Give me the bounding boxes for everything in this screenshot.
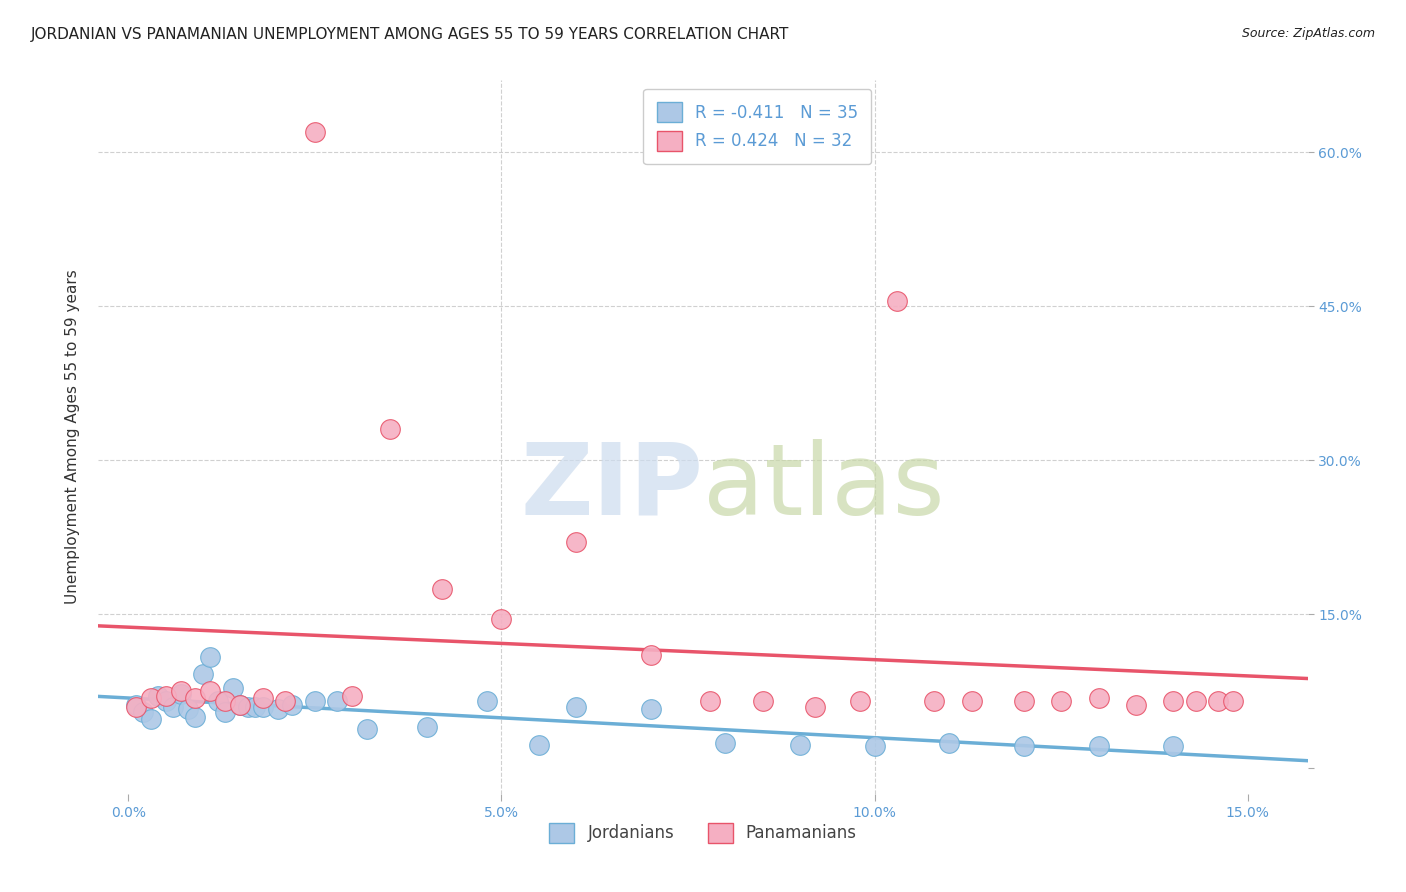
Point — [169, 687, 191, 701]
Point — [191, 666, 214, 681]
Point — [924, 694, 946, 708]
Point — [252, 699, 274, 714]
Point — [789, 738, 811, 752]
Point — [848, 694, 870, 708]
Point — [207, 694, 229, 708]
Text: atlas: atlas — [703, 439, 945, 535]
Point — [222, 681, 245, 695]
Point — [304, 125, 326, 139]
Point — [155, 694, 177, 708]
Point — [714, 735, 737, 749]
Point — [229, 698, 252, 712]
Point — [1161, 739, 1184, 753]
Legend: Jordanians, Panamanians: Jordanians, Panamanians — [543, 816, 863, 850]
Point — [236, 699, 259, 714]
Point — [938, 735, 960, 749]
Point — [1087, 739, 1109, 753]
Point — [1206, 694, 1229, 708]
Point — [281, 698, 304, 712]
Point — [139, 712, 162, 726]
Point — [699, 694, 721, 708]
Point — [1087, 691, 1109, 706]
Text: Source: ZipAtlas.com: Source: ZipAtlas.com — [1241, 27, 1375, 40]
Point — [1012, 739, 1035, 753]
Point — [1012, 694, 1035, 708]
Point — [416, 720, 439, 734]
Point — [200, 650, 222, 665]
Point — [640, 701, 662, 715]
Point — [162, 699, 184, 714]
Point — [1184, 694, 1206, 708]
Point — [274, 694, 297, 708]
Point — [491, 612, 513, 626]
Point — [340, 690, 363, 704]
Y-axis label: Unemployment Among Ages 55 to 59 years: Unemployment Among Ages 55 to 59 years — [65, 269, 80, 605]
Point — [475, 694, 498, 708]
Point — [960, 694, 983, 708]
Text: ZIP: ZIP — [520, 439, 703, 535]
Point — [304, 694, 326, 708]
Point — [214, 694, 236, 708]
Point — [356, 722, 378, 736]
Point — [527, 738, 550, 752]
Point — [266, 701, 288, 715]
Point — [139, 691, 162, 706]
Point — [430, 582, 453, 596]
Point — [177, 701, 200, 715]
Point — [243, 699, 266, 714]
Point — [640, 648, 662, 663]
Point — [155, 690, 177, 704]
Point — [751, 694, 773, 708]
Point — [200, 684, 222, 698]
Point — [565, 699, 588, 714]
Point — [184, 710, 207, 724]
Point — [1222, 694, 1244, 708]
Point — [326, 694, 349, 708]
Point — [125, 698, 148, 712]
Point — [886, 293, 908, 308]
Point — [863, 739, 886, 753]
Point — [169, 684, 191, 698]
Point — [214, 705, 236, 719]
Point — [125, 699, 148, 714]
Point — [804, 699, 827, 714]
Point — [378, 422, 401, 436]
Point — [1125, 698, 1147, 712]
Point — [229, 698, 252, 712]
Point — [184, 691, 207, 706]
Point — [132, 705, 155, 719]
Point — [565, 535, 588, 549]
Point — [1161, 694, 1184, 708]
Text: JORDANIAN VS PANAMANIAN UNEMPLOYMENT AMONG AGES 55 TO 59 YEARS CORRELATION CHART: JORDANIAN VS PANAMANIAN UNEMPLOYMENT AMO… — [31, 27, 789, 42]
Point — [1050, 694, 1073, 708]
Point — [146, 690, 169, 704]
Point — [252, 691, 274, 706]
